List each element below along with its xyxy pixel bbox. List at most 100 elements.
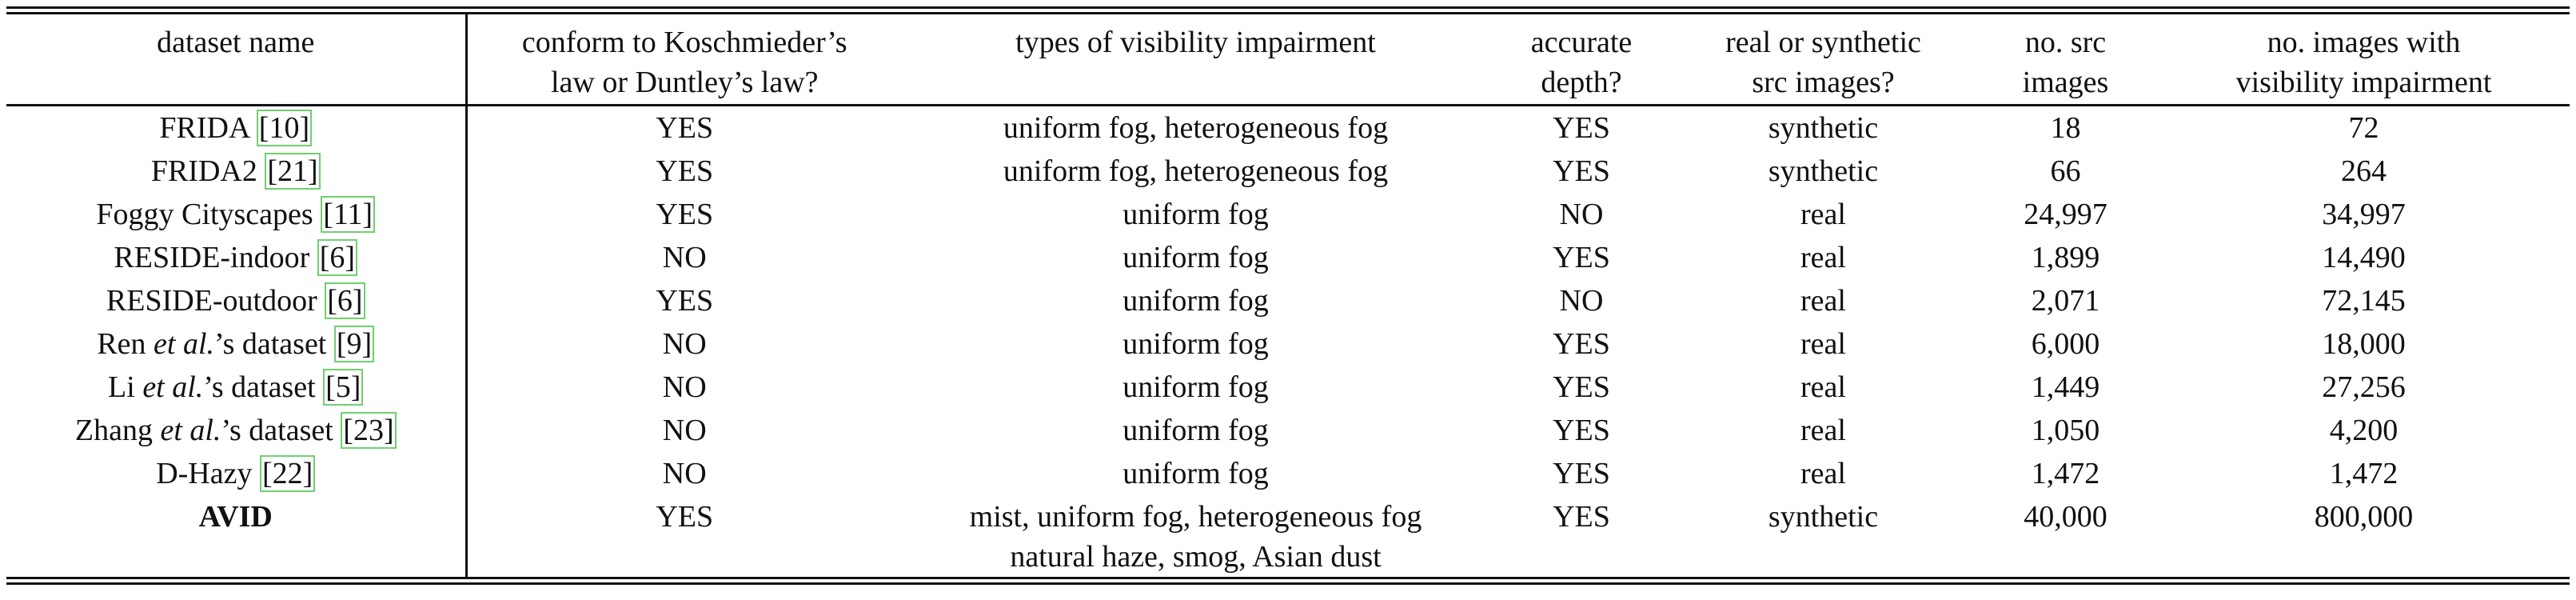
dataset-name-text: FRIDA2: [150, 154, 265, 188]
citation-link[interactable]: [6]: [325, 282, 365, 319]
cell-conform-law: NO: [662, 414, 707, 447]
cell-dataset-name: D-Hazy [22]: [6, 454, 468, 497]
bottom-rule: [6, 577, 2570, 579]
dataset-name-text: D-Hazy: [156, 457, 260, 490]
dataset-name-text: Zhang: [74, 414, 161, 447]
header-text-line: images: [2022, 66, 2109, 99]
cell-accurate-depth: YES: [1553, 500, 1610, 534]
cell-no-src-images: 40,000: [2024, 500, 2107, 534]
impairment-type-line: uniform fog: [1123, 284, 1269, 318]
cell-dataset-name: RESIDE-indoor [6]: [6, 238, 468, 281]
cell-dataset-name: AVID: [6, 497, 468, 577]
table-row: Zhang et al.’s dataset [23] NO uniform fog…: [6, 410, 2570, 454]
citation-link[interactable]: [10]: [256, 110, 313, 146]
dataset-name-italic: et al.: [142, 370, 204, 404]
cell-accurate-depth: YES: [1553, 111, 1610, 145]
cell-impairment-types: uniform fog: [902, 324, 1489, 367]
impairment-type-line: uniform fog: [1123, 327, 1269, 361]
dataset-name-italic: et al.: [154, 327, 215, 361]
cell-src-kind: real: [1800, 198, 1846, 231]
citation-link[interactable]: [9]: [333, 326, 375, 362]
table-row: Foggy Cityscapes [11] YES uniform fog NO rea…: [6, 194, 2570, 238]
cell-no-src-images: 1,899: [2031, 241, 2100, 274]
table-row: D-Hazy [22] NO uniform fog YES real 1,472 1,47…: [6, 454, 2570, 497]
dataset-name-text: Li: [108, 370, 143, 404]
table-row: AVID YES mist, uniform fog, heterogeneous …: [6, 497, 2570, 577]
impairment-type-line: natural haze, smog, Asian dust: [1010, 540, 1382, 574]
cell-conform-law: NO: [662, 241, 707, 274]
cell-no-impaired-images: 264: [2341, 154, 2387, 188]
cell-accurate-depth: YES: [1553, 241, 1610, 274]
impairment-type-line: uniform fog: [1123, 370, 1269, 404]
cell-impairment-types: uniform fog: [902, 238, 1489, 281]
cell-no-impaired-images: 34,997: [2322, 198, 2406, 231]
cell-no-src-images: 6,000: [2031, 327, 2100, 361]
header-text-line: real or synthetic: [1725, 26, 1921, 59]
cell-no-impaired-images: 800,000: [2314, 500, 2414, 534]
cell-src-kind: synthetic: [1768, 111, 1879, 145]
header-text-line: visibility impairment: [2235, 66, 2492, 99]
impairment-type-line: uniform fog: [1123, 414, 1269, 447]
cell-conform-law: NO: [662, 457, 707, 490]
cell-dataset-name: FRIDA2 [21]: [6, 151, 468, 194]
cell-impairment-types: uniform fog: [902, 410, 1489, 454]
cell-impairment-types: uniform fog: [902, 454, 1489, 497]
impairment-type-line: mist, uniform fog, heterogeneous fog: [969, 500, 1422, 534]
header-text-line: no. src: [2024, 26, 2107, 59]
header-no-src-images: no. src images: [1973, 14, 2158, 106]
dataset-name-text: AVID: [198, 500, 273, 534]
cell-accurate-depth: YES: [1553, 370, 1610, 404]
dataset-name-suffix: ’s dataset: [221, 414, 341, 447]
cell-impairment-types: uniform fog: [902, 367, 1489, 410]
cell-src-kind: real: [1800, 414, 1846, 447]
cell-dataset-name: Ren et al.’s dataset [9]: [6, 324, 468, 367]
cell-dataset-name: FRIDA [10]: [6, 105, 468, 151]
dataset-name-text: Ren: [97, 327, 154, 361]
cell-src-kind: synthetic: [1768, 500, 1879, 534]
table-row: FRIDA [10] YES uniform fog, heterogeneous …: [6, 105, 2570, 152]
header-no-impaired-images: no. images with visibility impairment: [2158, 14, 2570, 106]
dataset-name-text: Foggy Cityscapes: [96, 198, 321, 231]
dataset-name-suffix: ’s dataset: [214, 327, 334, 361]
cell-impairment-types: uniform fog: [902, 281, 1489, 324]
cell-dataset-name: Zhang et al.’s dataset [23]: [6, 410, 468, 454]
cell-accurate-depth: NO: [1559, 284, 1604, 318]
cell-no-src-images: 2,071: [2031, 284, 2100, 318]
header-text-line: depth?: [1541, 66, 1622, 99]
cell-no-impaired-images: 4,200: [2329, 414, 2399, 447]
citation-link[interactable]: [11]: [321, 196, 376, 233]
cell-conform-law: YES: [656, 154, 714, 188]
citation-link[interactable]: [5]: [323, 369, 364, 406]
cell-dataset-name: Foggy Cityscapes [11]: [6, 194, 468, 238]
cell-no-impaired-images: 27,256: [2322, 370, 2406, 404]
cell-accurate-depth: YES: [1553, 457, 1610, 490]
impairment-type-line: uniform fog, heterogeneous fog: [1003, 154, 1389, 188]
cell-impairment-types: uniform fog: [902, 194, 1489, 238]
comparison-table-container: dataset name conform to Koschmieder’s law …: [6, 6, 2570, 585]
cell-no-src-images: 18: [2050, 111, 2081, 145]
cell-no-src-images: 1,472: [2031, 457, 2100, 490]
cell-no-src-images: 1,050: [2031, 414, 2100, 447]
cell-impairment-types: uniform fog, heterogeneous fog: [902, 106, 1489, 152]
header-conform-law: conform to Koschmieder’s law or Duntley’s…: [466, 14, 902, 106]
header-text-line: law or Duntley’s law?: [550, 66, 819, 99]
top-rule: [6, 6, 2570, 9]
cell-src-kind: synthetic: [1768, 154, 1879, 188]
dataset-name-text: RESIDE-indoor: [114, 241, 317, 274]
cell-impairment-types: mist, uniform fog, heterogeneous fog natu…: [902, 497, 1489, 577]
top-rule-second: [6, 12, 2570, 14]
citation-link[interactable]: [23]: [341, 412, 397, 449]
dataset-name-italic: et al.: [160, 414, 221, 447]
header-text-line: conform to Koschmieder’s: [521, 26, 847, 59]
citation-link[interactable]: [21]: [265, 153, 321, 190]
table-row: Ren et al.’s dataset [9] NO uniform fog YES…: [6, 324, 2570, 367]
cell-conform-law: NO: [662, 370, 707, 404]
citation-link[interactable]: [22]: [259, 455, 316, 492]
table-row: RESIDE-outdoor [6] YES uniform fog NO real 2,…: [6, 281, 2570, 324]
citation-link[interactable]: [6]: [317, 239, 358, 276]
cell-no-impaired-images: 1,472: [2329, 457, 2399, 490]
header-text-line: types of visibility impairment: [1015, 26, 1376, 59]
cell-no-src-images: 66: [2050, 154, 2081, 188]
header-accurate-depth: accurate depth?: [1489, 14, 1673, 106]
table-row: Li et al.’s dataset [5] NO uniform fog YES r…: [6, 367, 2570, 410]
